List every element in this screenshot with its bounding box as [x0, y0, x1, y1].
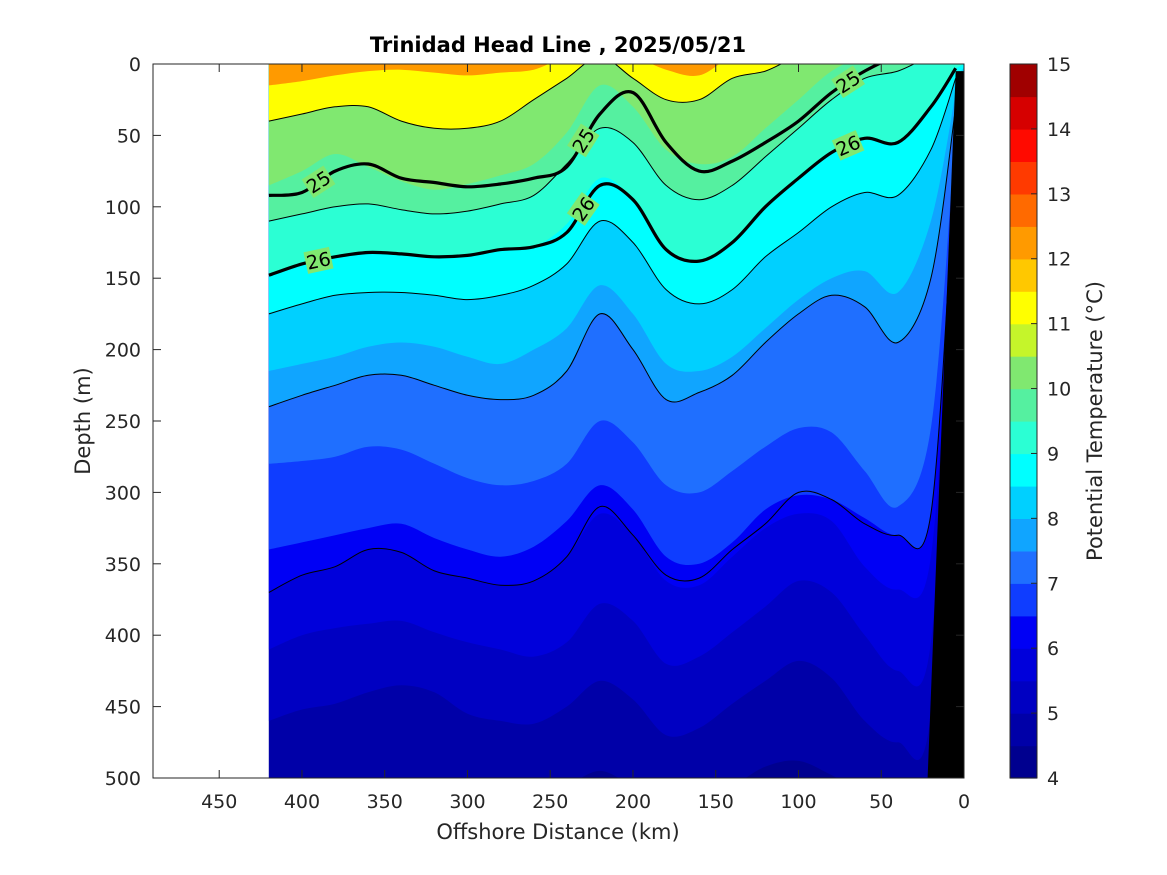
colorbar-segment	[1010, 388, 1037, 422]
temperature-band	[269, 57, 968, 62]
colorbar-label: Potential Temperature (°C)	[1083, 281, 1107, 561]
y-axis-label: Depth (m)	[71, 367, 95, 474]
colorbar-tick-label: 10	[1047, 379, 1071, 401]
contour-label-bg	[303, 246, 334, 274]
contour-label-bg	[831, 130, 865, 161]
colorbar-tick-label: 11	[1047, 314, 1071, 336]
contour-label-bg	[301, 165, 336, 199]
colorbar-segment	[1010, 226, 1037, 260]
density-contour-line	[268, 106, 957, 408]
colorbar-segment	[1010, 615, 1037, 649]
colorbar-segment	[1010, 161, 1037, 195]
colorbar-tick-label: 12	[1047, 249, 1071, 271]
x-axis: 450 400 350 300 250 200 150 100 50 0	[201, 64, 970, 813]
colorbar-tick-label: 14	[1047, 119, 1071, 141]
x-tick-label: 450	[201, 791, 237, 813]
colorbar-segment	[1010, 583, 1037, 617]
colorbar-segment	[1010, 745, 1037, 779]
temperature-band	[269, 57, 968, 62]
contour-label: 26	[303, 246, 334, 275]
x-tick-label: 350	[367, 791, 403, 813]
colorbar-segment	[1010, 193, 1037, 227]
y-tick-label: 50	[117, 125, 141, 147]
y-tick-label: 350	[105, 554, 141, 576]
contour-label-bg	[831, 65, 865, 99]
y-tick-label: 500	[105, 768, 141, 790]
x-axis-label: Offshore Distance (km)	[436, 820, 679, 844]
bathymetry-layer	[927, 71, 964, 778]
x-tick-label: 250	[532, 791, 568, 813]
contour-label-bg	[566, 191, 600, 226]
chart-title: Trinidad Head Line , 2025/05/21	[370, 33, 746, 57]
x-tick-label: 300	[449, 791, 485, 813]
colorbar-frame	[1009, 63, 1038, 779]
x-tick-label: 0	[958, 791, 970, 813]
x-tick-label: 150	[698, 791, 734, 813]
temperature-fill-layer	[268, 57, 968, 778]
contour-label-text: 26	[305, 248, 333, 275]
colorbar-tick-label: 7	[1047, 573, 1059, 595]
x-tick-label: 200	[615, 791, 651, 813]
colorbar-segment	[1010, 550, 1037, 584]
colorbar-segment	[1010, 356, 1037, 390]
colorbar-segment	[1010, 648, 1037, 682]
colorbar	[1010, 64, 1037, 779]
y-tick-label: 150	[105, 268, 141, 290]
density-contour-line	[268, 78, 957, 315]
x-tick-label: 50	[869, 791, 893, 813]
colorbar-segment	[1010, 128, 1037, 162]
colorbar-segment	[1010, 64, 1037, 98]
y-tick-label: 250	[105, 411, 141, 433]
colorbar-segment	[1010, 518, 1037, 552]
temperature-band	[268, 64, 782, 130]
colorbar-segment	[1010, 453, 1037, 487]
colorbar-segment	[1010, 323, 1037, 357]
colorbar-tick-label: 8	[1047, 508, 1059, 530]
colorbar-tick-label: 15	[1047, 54, 1071, 76]
x-tick-label: 100	[780, 791, 816, 813]
density-contour-line	[268, 64, 783, 130]
temperature-band	[268, 64, 720, 86]
y-tick-label: 450	[105, 697, 141, 719]
colorbar-segment	[1010, 421, 1037, 455]
colorbar-tick-label: 9	[1047, 443, 1059, 465]
colorbar-segment	[1010, 291, 1037, 325]
y-tick-label: 100	[105, 197, 141, 219]
colorbar-segment	[1010, 680, 1037, 714]
colorbar-tick-label: 4	[1047, 768, 1059, 790]
colorbar-segment	[1010, 96, 1037, 130]
y-tick-label: 400	[105, 625, 141, 647]
y-tick-label: 200	[105, 340, 141, 362]
y-axis: 0 50 100 150 200 250 300 350 400 450 500	[105, 54, 964, 790]
colorbar-tick-label: 13	[1047, 184, 1071, 206]
colorbar-segment	[1010, 485, 1037, 519]
y-tick-label: 0	[129, 54, 141, 76]
colorbar-ticks: 4 5 6 7 8 9 10 11 12 13 14 15	[1031, 54, 1071, 790]
colorbar-segment	[1010, 258, 1037, 292]
colorbar-tick-label: 6	[1047, 638, 1059, 660]
colorbar-segment	[1010, 713, 1037, 747]
seafloor-shape	[927, 71, 964, 778]
y-tick-label: 300	[105, 482, 141, 504]
colorbar-tick-label: 5	[1047, 703, 1059, 725]
x-tick-label: 400	[284, 791, 320, 813]
density-contour-line	[268, 149, 957, 593]
contour-label-bg	[567, 123, 600, 158]
